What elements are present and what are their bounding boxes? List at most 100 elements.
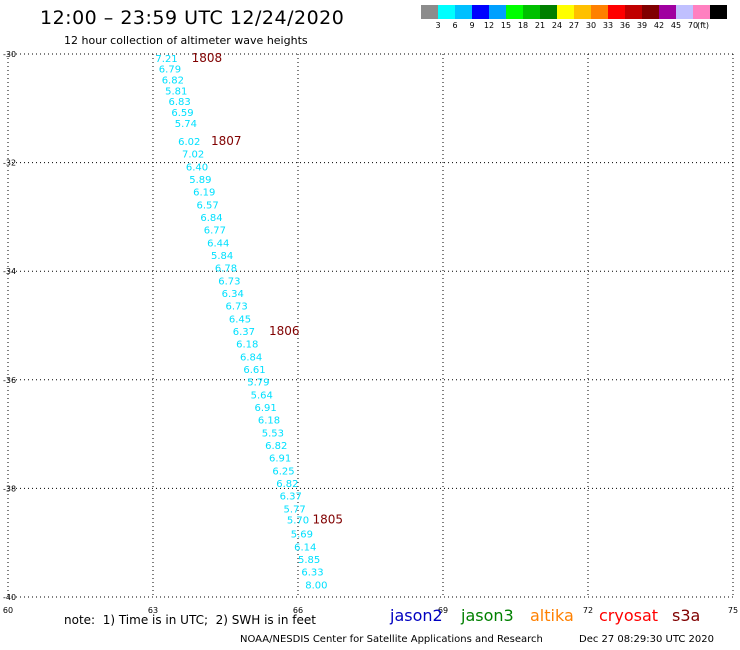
x-tick-label: 66 (293, 606, 303, 615)
wave-height-value: 5.77 (284, 504, 306, 515)
wave-height-value: 6.18 (236, 339, 258, 350)
legend-swatch (472, 5, 489, 19)
legend-tick-label: 70 (687, 21, 699, 30)
wave-height-value: 6.37 (280, 491, 302, 502)
satellite-altika: altika (530, 606, 574, 625)
wave-height-value: 6.40 (186, 162, 208, 173)
wave-height-value: 6.91 (255, 403, 277, 414)
wave-height-value: 5.69 (291, 529, 313, 540)
y-tick-label: -36 (3, 376, 16, 385)
wave-height-value: 6.33 (301, 567, 323, 578)
legend-swatch (506, 5, 523, 19)
wave-height-value: 5.53 (262, 428, 284, 439)
wave-height-value: 6.02 (178, 137, 200, 148)
wave-height-value: 6.82 (276, 479, 298, 490)
legend-tick-label: 33 (602, 21, 614, 30)
wave-height-value: 5.81 (165, 86, 187, 97)
legend-swatch (625, 5, 642, 19)
wave-height-value: 6.79 (159, 65, 181, 76)
wave-height-value: 5.79 (247, 377, 269, 388)
legend-swatch (608, 5, 625, 19)
wave-height-value: 6.59 (171, 108, 193, 119)
legend-tick-label: 24 (551, 21, 563, 30)
wave-height-value: 6.57 (197, 200, 219, 211)
credit-line: NOAA/NESDIS Center for Satellite Applica… (240, 634, 543, 645)
legend-tick-label: 18 (517, 21, 529, 30)
y-tick-label: -30 (3, 50, 16, 59)
x-tick-label: 69 (438, 606, 448, 615)
wave-height-value: 5.70 (287, 515, 309, 526)
legend-swatch (710, 5, 727, 19)
legend-tick-label: 3 (435, 21, 441, 30)
x-tick-label: 60 (3, 606, 13, 615)
x-tick-label: 63 (148, 606, 158, 615)
satellite-jason2: jason2 (390, 606, 443, 625)
orbit-time-label: 1805 (313, 512, 344, 526)
legend-tick-label: 39 (636, 21, 648, 30)
legend-swatch (523, 5, 540, 19)
chart-title: 12:00 – 23:59 UTC 12/24/2020 (40, 7, 345, 29)
wave-height-value: 6.19 (193, 187, 215, 198)
wave-height-value: 6.14 (294, 543, 316, 554)
legend-swatch (676, 5, 693, 19)
satellite-cryosat: cryosat (599, 606, 659, 625)
legend-swatch (659, 5, 676, 19)
wave-height-value: 6.82 (162, 76, 184, 87)
y-tick-label: -34 (3, 267, 16, 276)
wave-height-value: 5.84 (211, 251, 233, 262)
wave-height-value: 6.73 (218, 276, 240, 287)
wave-height-value: 6.91 (269, 453, 291, 464)
legend-swatch (455, 5, 472, 19)
y-tick-label: -38 (3, 484, 16, 493)
orbit-time-label: 1807 (211, 134, 242, 148)
legend-swatch (438, 5, 455, 19)
y-tick-label: -40 (3, 593, 16, 602)
wave-height-value: 5.64 (251, 390, 273, 401)
wave-height-value: 6.61 (243, 365, 265, 376)
legend-tick-label: 6 (452, 21, 458, 30)
wave-height-value: 6.84 (240, 352, 262, 363)
x-tick-label: 75 (728, 606, 738, 615)
legend-tick-label: 21 (534, 21, 546, 30)
legend-swatch (574, 5, 591, 19)
legend-swatch (421, 5, 438, 19)
wave-height-value: 5.74 (175, 119, 197, 130)
legend-swatch (557, 5, 574, 19)
wave-height-value: 6.82 (265, 441, 287, 452)
legend-swatches (421, 5, 727, 19)
generation-timestamp: Dec 27 08:29:30 UTC 2020 (579, 634, 714, 645)
legend-tick-labels: 3 6 9 12 15 18 21 24 27 30 33 36 39 42 45 70 (ft) (421, 19, 727, 31)
legend-tick-label: 36 (619, 21, 631, 30)
legend-tick-label: 12 (483, 21, 495, 30)
orbit-time-label: 1808 (192, 51, 223, 65)
wave-height-value: 6.34 (222, 289, 244, 300)
legend-tick-label: 30 (585, 21, 597, 30)
wave-height-value: 6.44 (207, 238, 229, 249)
wave-height-value: 6.83 (168, 97, 190, 108)
x-tick-label: 72 (583, 606, 593, 615)
wave-height-value: 6.45 (229, 314, 251, 325)
satellite-jason3: jason3 (461, 606, 514, 625)
wave-height-value: 5.85 (298, 555, 320, 566)
legend-swatch (591, 5, 608, 19)
legend-tick-label: 45 (670, 21, 682, 30)
wave-height-value: 6.18 (258, 415, 280, 426)
wave-height-value: 6.78 (215, 263, 237, 274)
legend-unit: (ft) (696, 21, 710, 30)
legend-swatch (489, 5, 506, 19)
legend-tick-label: 27 (568, 21, 580, 30)
wave-height-value: 6.77 (204, 225, 226, 236)
legend-swatch (693, 5, 710, 19)
orbit-time-label: 1806 (269, 324, 300, 338)
legend-tick-label: 42 (653, 21, 665, 30)
wave-height-value: 6.37 (233, 327, 255, 338)
satellite-s3a: s3a (672, 606, 701, 625)
footer-note: note: 1) Time is in UTC; 2) SWH is in fe… (64, 613, 316, 627)
wave-height-value: 6.73 (226, 301, 248, 312)
wave-height-value: 6.25 (272, 466, 294, 477)
legend-tick-label: 9 (469, 21, 475, 30)
color-scale-legend: 3 6 9 12 15 18 21 24 27 30 33 36 39 42 45 70 (ft) (421, 5, 727, 31)
wave-height-value: 8.00 (305, 581, 327, 592)
legend-swatch (540, 5, 557, 19)
